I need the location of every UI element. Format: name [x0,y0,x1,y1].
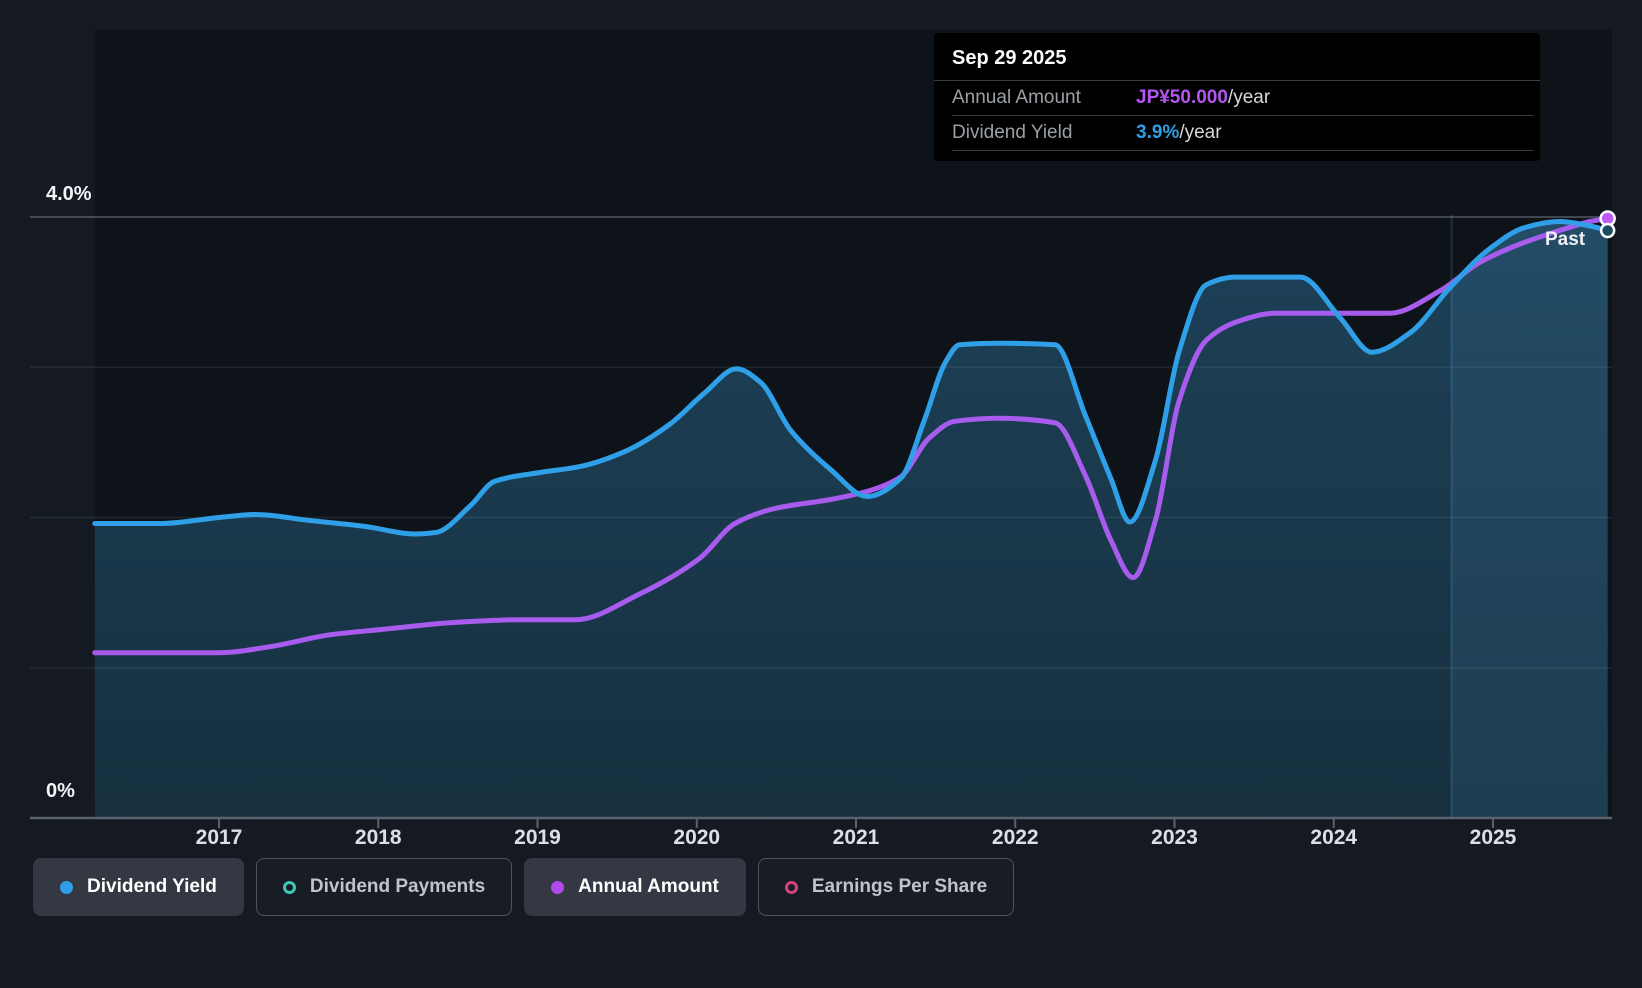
y-axis-label-zero: 0% [46,780,75,802]
legend-item-dividend-payments[interactable]: Dividend Payments [255,858,513,916]
legend-label: Dividend Payments [309,876,486,897]
x-tick-label-2024: 2024 [1310,826,1357,849]
tooltip-row-label: Annual Amount [952,87,1081,108]
legend-item-earnings-per-share[interactable]: Earnings Per Share [757,858,1015,916]
dividend-yield-end-marker[interactable] [1599,222,1616,239]
x-tick-label-2023: 2023 [1151,826,1198,849]
tooltip-row-suffix: /year [1227,87,1271,108]
annual-amount-line [92,216,1611,656]
x-tick-label-2019: 2019 [514,826,561,849]
x-tick-label-2022: 2022 [992,826,1039,849]
x-tick-label-2020: 2020 [673,826,720,849]
tooltip-date: Sep 29 2025 [934,33,1540,81]
tooltip-row: Dividend Yield 3.9%/year [952,116,1534,151]
x-tick-label-2025: 2025 [1470,826,1517,849]
past-region-shade [1451,221,1608,818]
earnings-per-share-ring-icon [784,880,798,894]
chart-legend: Dividend Yield Dividend Payments Annual … [33,858,1015,916]
dividend-payments-ring-icon [282,880,296,894]
dividend-yield-line [92,219,1611,537]
chart-canvas[interactable]: 2017 2018 2019 2020 2021 2022 2023 2024 2025 [0,0,1642,860]
legend-item-annual-amount[interactable]: Annual Amount [524,858,746,916]
legend-label: Dividend Yield [87,876,217,897]
legend-label: Earnings Per Share [811,876,988,897]
y-axis-label-top: 4.0% [46,183,92,205]
tooltip-row-suffix: /year [1179,122,1222,143]
dividend-yield-dot-icon [60,880,73,894]
tooltip-row-label: Dividend Yield [952,122,1073,143]
x-tick-label-2017: 2017 [196,826,243,849]
x-tick-label-2018: 2018 [355,826,402,849]
past-region-label: Past [1545,229,1586,250]
tooltip-row-value: JP¥50.000 [1136,87,1228,108]
legend-label: Annual Amount [578,876,719,897]
legend-item-dividend-yield[interactable]: Dividend Yield [33,858,244,916]
dividend-yield-area [94,221,1608,818]
chart-tooltip: Sep 29 2025 Annual Amount JP¥50.000/year… [934,33,1540,161]
x-tick-label-2021: 2021 [833,826,880,849]
tooltip-row-value: 3.9% [1136,122,1180,143]
tooltip-row: Annual Amount JP¥50.000/year [952,81,1534,116]
annual-amount-dot-icon [551,880,565,894]
